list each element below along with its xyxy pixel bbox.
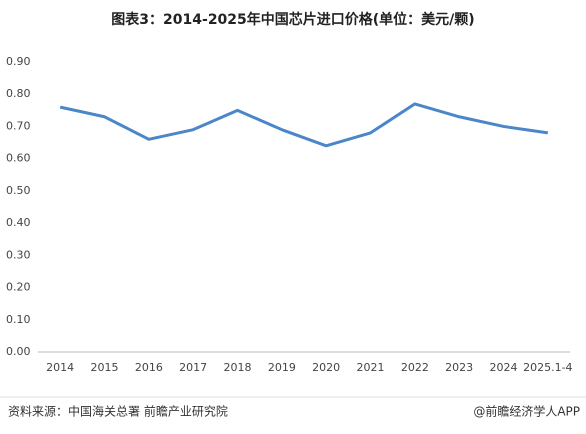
x-tick-label: 2020 bbox=[312, 361, 340, 374]
y-tick-label: 0.50 bbox=[6, 184, 31, 197]
y-tick-label: 0.80 bbox=[6, 87, 31, 100]
y-tick-label: 0.30 bbox=[6, 248, 31, 261]
y-tick-label: 0.90 bbox=[6, 55, 31, 68]
y-tick-label: 0.20 bbox=[6, 281, 31, 294]
x-tick-label: 2017 bbox=[179, 361, 207, 374]
x-tick-label: 2023 bbox=[445, 361, 473, 374]
data-line bbox=[59, 102, 549, 148]
y-tick-label: 0.00 bbox=[6, 345, 31, 358]
x-tick-label: 2016 bbox=[135, 361, 163, 374]
x-tick-label: 2014 bbox=[46, 361, 74, 374]
x-tick-label: 2025.1-4 bbox=[523, 361, 572, 374]
x-tick-label: 2018 bbox=[224, 361, 252, 374]
y-tick-label: 0.40 bbox=[6, 216, 31, 229]
x-tick-label: 2024 bbox=[490, 361, 518, 374]
source: 资料来源：中国海关总署 前瞻产业研究院 bbox=[8, 404, 228, 419]
chart-title: 图表3：2014-2025年中国芯片进口价格(单位：美元/颗) bbox=[111, 11, 474, 28]
x-tick-label: 2022 bbox=[401, 361, 429, 374]
y-tick-label: 0.60 bbox=[6, 152, 31, 165]
x-tick-label: 2019 bbox=[268, 361, 296, 374]
y-tick-label: 0.70 bbox=[6, 119, 31, 132]
brand: @前瞻经济学人APP bbox=[473, 404, 580, 419]
x-tick-label: 2021 bbox=[357, 361, 385, 374]
y-tick-label: 0.10 bbox=[6, 313, 31, 326]
x-tick-label: 2015 bbox=[91, 361, 119, 374]
